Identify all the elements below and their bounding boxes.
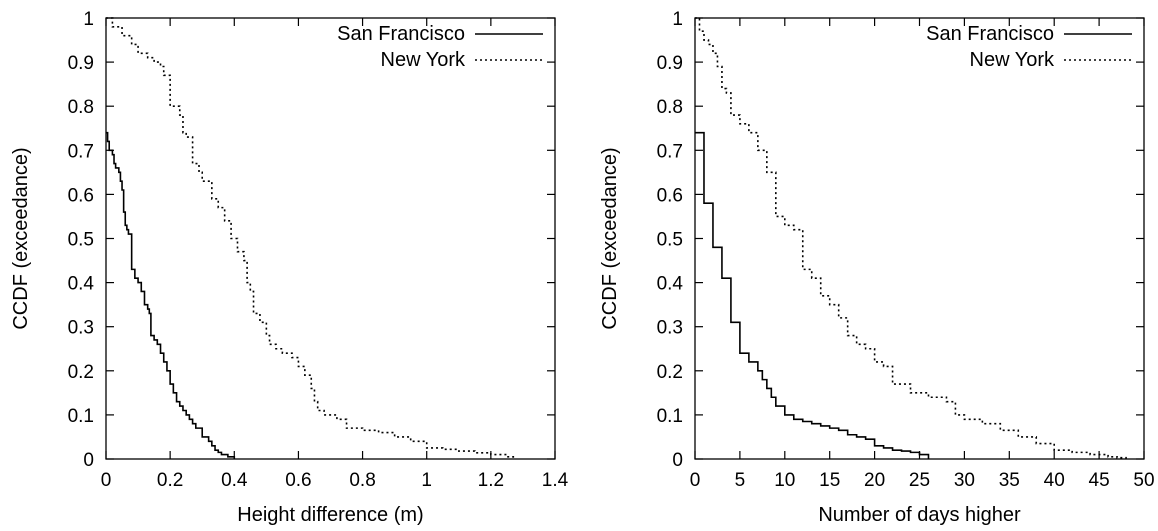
x-tick-label: 1.2 xyxy=(478,470,504,491)
x-tick-label: 10 xyxy=(774,470,795,491)
y-axis-label: CCDF (exceedance) xyxy=(599,147,621,329)
x-axis-label: Height difference (m) xyxy=(237,504,423,526)
x-tick-label: 0.2 xyxy=(157,470,183,491)
y-tick-label: 1 xyxy=(83,9,94,30)
y-tick-label: 1 xyxy=(672,9,683,30)
y-tick-label: 0.4 xyxy=(68,274,95,295)
y-axis-label: CCDF (exceedance) xyxy=(10,147,32,329)
y-tick-label: 0.2 xyxy=(68,362,94,383)
y-tick-label: 0.3 xyxy=(657,318,683,339)
y-tick-label: 0.9 xyxy=(68,53,94,74)
x-tick-label: 5 xyxy=(735,470,746,491)
x-tick-label: 50 xyxy=(1133,470,1154,491)
x-tick-label: 1 xyxy=(421,470,432,491)
x-tick-label: 0 xyxy=(101,470,112,491)
x-tick-label: 40 xyxy=(1044,470,1065,491)
x-tick-label: 25 xyxy=(909,470,930,491)
x-tick-label: 0 xyxy=(690,470,701,491)
y-tick-label: 0.1 xyxy=(657,406,683,427)
y-tick-label: 0.9 xyxy=(657,53,683,74)
y-tick-label: 0 xyxy=(672,450,683,471)
plot-frame xyxy=(694,17,1145,460)
legend-label: San Francisco xyxy=(337,23,465,45)
y-tick-label: 0 xyxy=(83,450,94,471)
y-tick-label: 0.7 xyxy=(657,141,683,162)
y-tick-label: 0.8 xyxy=(657,97,683,118)
y-tick-label: 0.3 xyxy=(68,318,94,339)
chart-days-higher: 0 5 10 15 20 25 30 35 40 45 50 0 0.1 0.2 0.3 0.4 0.5 0.6 0… xyxy=(599,9,1155,526)
series-line-san-francisco xyxy=(695,131,930,459)
x-tick-label: 20 xyxy=(864,470,885,491)
y-tick-label: 0.2 xyxy=(657,362,683,383)
legend-label: San Francisco xyxy=(926,23,1054,45)
series-line-san-francisco xyxy=(106,131,236,459)
y-tick-label: 0.1 xyxy=(68,406,94,427)
x-axis-label: Number of days higher xyxy=(818,504,1021,526)
y-tick-label: 0.5 xyxy=(657,230,683,251)
x-tick-label: 0.8 xyxy=(349,470,375,491)
y-tick-label: 0.6 xyxy=(68,185,94,206)
x-tick-label: 35 xyxy=(999,470,1020,491)
chart-height-difference: 0 0.2 0.4 0.6 0.8 1 1.2 1.4 0 0.1 0.2 0.3 0.4 0.5 0.6 0… xyxy=(10,9,569,526)
y-tick-label: 0.6 xyxy=(657,185,683,206)
y-tick-label: 0.8 xyxy=(68,97,94,118)
series-line-new-york xyxy=(106,17,515,459)
x-tick-label: 30 xyxy=(954,470,975,491)
y-tick-label: 0.4 xyxy=(657,274,684,295)
y-tick-label: 0.7 xyxy=(68,141,94,162)
x-tick-label: 15 xyxy=(819,470,840,491)
x-tick-label: 1.4 xyxy=(542,470,569,491)
legend-label: New York xyxy=(970,49,1055,71)
x-tick-label: 0.4 xyxy=(221,470,248,491)
legend-label: New York xyxy=(381,49,466,71)
x-tick-label: 45 xyxy=(1089,470,1110,491)
x-tick-label: 0.6 xyxy=(285,470,311,491)
series-line-new-york xyxy=(695,17,1127,459)
y-tick-label: 0.5 xyxy=(68,230,94,251)
